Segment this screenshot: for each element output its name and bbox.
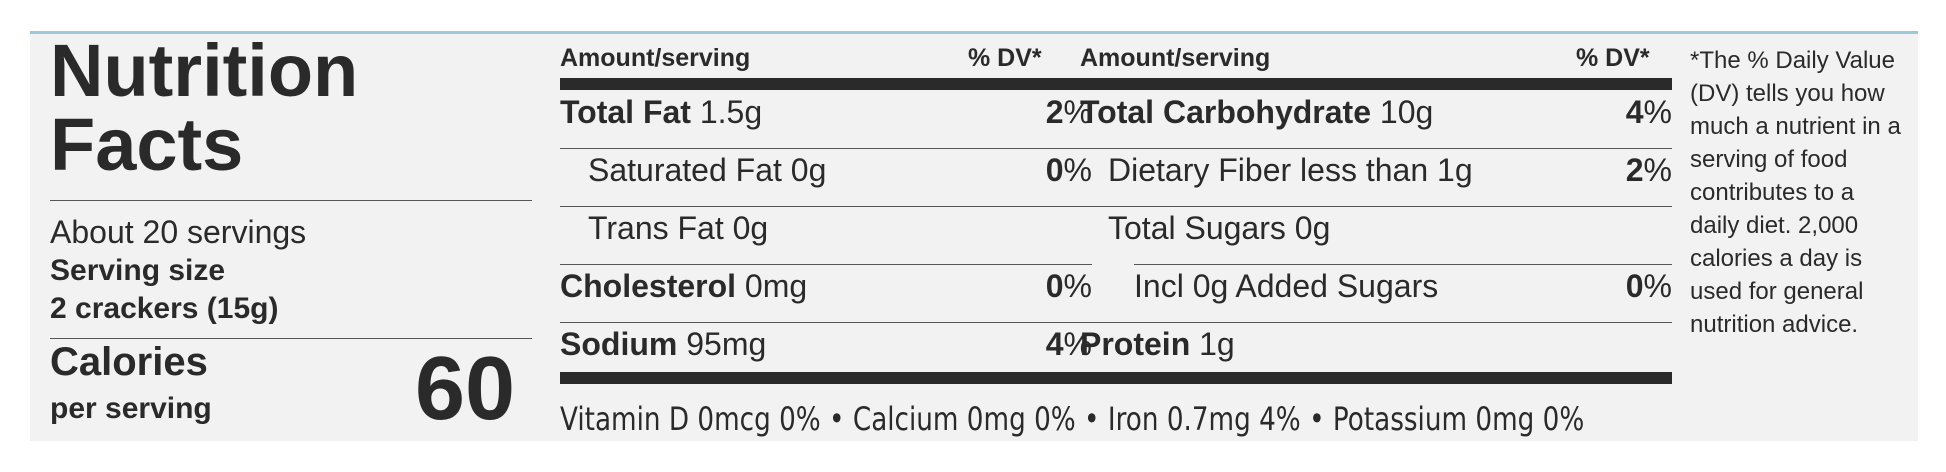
serving-divider <box>50 338 532 339</box>
vitamins-minerals-line: Vitamin D 0mcg 0% • Calcium 0mg 0% • Iro… <box>560 400 1585 438</box>
nutrient-amount: 1g <box>1199 326 1235 362</box>
right-row-divider <box>1080 148 1672 149</box>
nutrient-name: Cholesterol <box>560 268 737 304</box>
right-header-bar <box>1080 78 1672 90</box>
nutrient-name: Dietary Fiber <box>1108 152 1292 188</box>
left-row-4: Sodium 95mg <box>560 326 766 363</box>
nutrient-amount: 0g <box>790 152 827 188</box>
nutrient-name: Incl 0g Added Sugars <box>1134 268 1439 304</box>
right-row-3: Incl 0g Added Sugars <box>1134 268 1438 305</box>
right-row-0: Total Carbohydrate 10g <box>1080 94 1433 131</box>
left-row-divider <box>560 148 1092 149</box>
title-line-1: Nutrition <box>50 29 359 112</box>
nutrient-amount: 1.5g <box>699 94 763 130</box>
nutrient-dv: 4% <box>1045 326 1092 362</box>
left-header-dv: % DV* <box>968 44 1042 72</box>
nutrient-amount: 95mg <box>686 326 767 362</box>
nutrient-name: Saturated Fat <box>588 152 782 188</box>
nutrition-facts-title: Nutrition Facts <box>50 34 358 182</box>
nutrient-amount: 0g <box>732 210 769 246</box>
serving-size-label: Serving size <box>50 254 226 287</box>
nutrient-name: Total Fat <box>560 94 691 130</box>
nutrient-amount: 0mg <box>744 268 808 304</box>
nutrient-name: Trans Fat <box>588 210 724 246</box>
daily-value-footnote: *The % Daily Value (DV) tells you how mu… <box>1690 47 1901 338</box>
calories-value: 60 <box>415 339 516 439</box>
nutrient-dv: 4% <box>1625 94 1672 130</box>
calories-sublabel: per serving <box>50 392 212 425</box>
left-row-1: Saturated Fat 0g <box>588 152 826 189</box>
right-row-1: Dietary Fiber less than 1g <box>1108 152 1473 189</box>
nutrient-dv: 0% <box>1045 152 1092 188</box>
nutrient-dv: 2% <box>1045 94 1092 130</box>
nutrient-name: Sodium <box>560 326 678 362</box>
left-header-amount: Amount/serving <box>560 44 751 72</box>
left-row-0: Total Fat 1.5g <box>560 94 762 131</box>
nutrient-name: Total Carbohydrate <box>1080 94 1371 130</box>
nutrient-amount: less than 1g <box>1300 152 1473 188</box>
left-row-3: Cholesterol 0mg <box>560 268 807 305</box>
right-header-dv: % DV* <box>1576 44 1650 72</box>
nutrient-amount: 0g <box>1294 210 1331 246</box>
nutrient-dv: 0% <box>1045 268 1092 304</box>
nutrition-facts-label: Nutrition Facts About 20 servings Servin… <box>30 31 1918 441</box>
left-row-divider <box>560 322 1092 323</box>
left-row-divider <box>560 264 1092 265</box>
right-row-divider <box>1080 206 1672 207</box>
right-footer-bar <box>1080 372 1672 384</box>
serving-size-value: 2 crackers (15g) <box>50 292 279 325</box>
title-line-2: Facts <box>50 103 244 186</box>
left-footer-bar <box>560 372 1092 384</box>
servings-per-container: About 20 servings <box>50 214 307 250</box>
nutrient-dv: 0% <box>1625 268 1672 304</box>
right-row-4: Protein 1g <box>1080 326 1235 363</box>
right-row-divider <box>1080 322 1672 323</box>
title-divider <box>50 200 532 201</box>
calories-label: Calories <box>50 340 208 384</box>
nutrient-name: Protein <box>1080 326 1191 362</box>
right-row-divider <box>1134 264 1672 265</box>
right-row-2: Total Sugars 0g <box>1108 210 1330 247</box>
right-header-amount: Amount/serving <box>1080 44 1271 72</box>
nutrient-dv: 2% <box>1625 152 1672 188</box>
nutrient-name: Total Sugars <box>1108 210 1286 246</box>
nutrient-amount: 10g <box>1379 94 1434 130</box>
left-row-2: Trans Fat 0g <box>588 210 768 247</box>
left-header-bar <box>560 78 1092 90</box>
left-row-divider <box>560 206 1092 207</box>
